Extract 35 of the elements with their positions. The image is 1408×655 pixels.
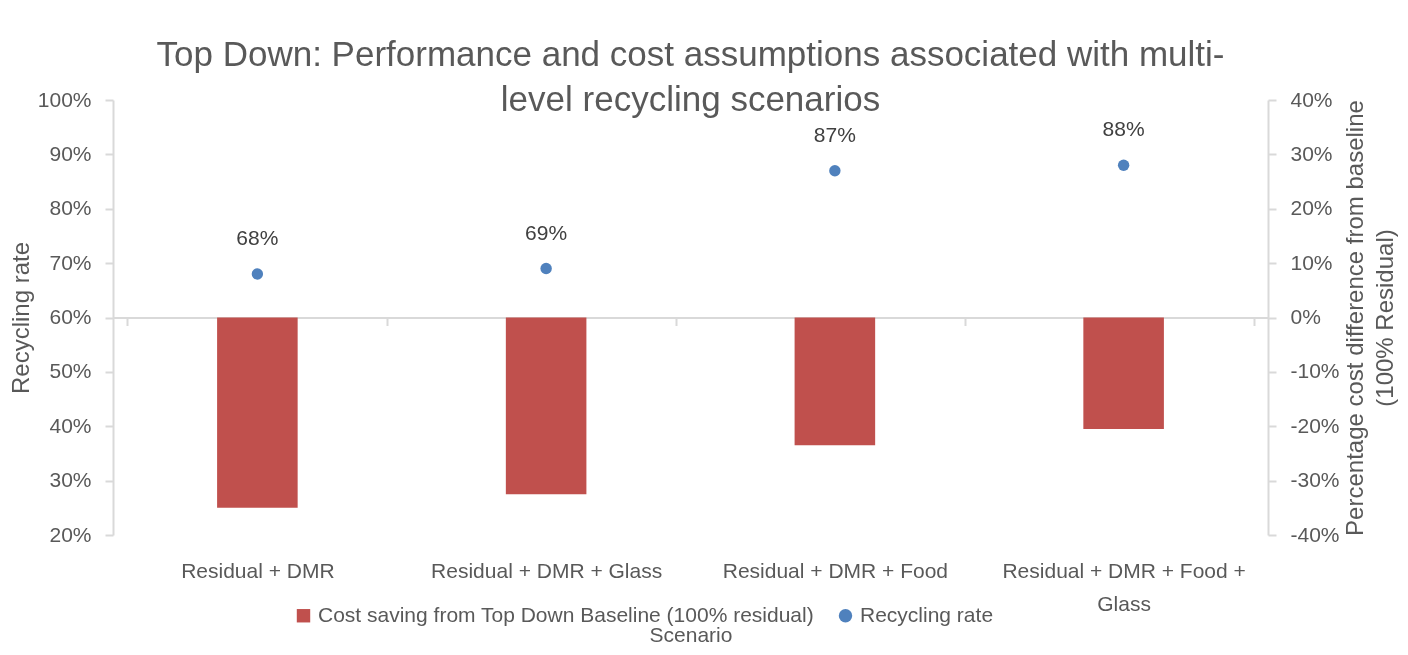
point: [540, 262, 552, 275]
legend-label: Recycling rate: [860, 602, 994, 626]
x-tick-label: Residual + DMR + Glass: [431, 558, 663, 582]
y-tick-label: 40%: [49, 413, 92, 437]
y2-tick-label: 30%: [1290, 141, 1333, 165]
x-tick-label: Residual + DMR + Food: [722, 558, 949, 582]
y2-axis-title: Percentage cost difference from baseline (100% Residual): [1340, 100, 1398, 536]
x-tick-label: Residual + DMR + Food + Glass: [1002, 558, 1246, 615]
y2-tick-label: 10%: [1290, 250, 1333, 274]
point: [829, 165, 841, 177]
point: [251, 268, 264, 280]
y-tick-label: 80%: [49, 196, 92, 220]
y-tick-label: 90%: [49, 141, 92, 165]
y2-tick-label: -20%: [1290, 413, 1340, 437]
data-label: 88%: [1102, 117, 1145, 141]
y2-tick-label: -10%: [1290, 359, 1340, 383]
y-tick-label: 50%: [49, 359, 92, 383]
y-tick-label: 30%: [49, 468, 92, 492]
y-tick-label: 60%: [49, 305, 92, 328]
x-tick-label: Residual + DMR: [181, 558, 335, 582]
data-label: 87%: [813, 122, 856, 146]
data-label: 68%: [236, 226, 279, 249]
chart-title: Top Down: Performance and cost assumptions associated with multi-level recycling scenarios: [156, 34, 1225, 118]
y-tick-label: 70%: [49, 250, 92, 274]
y-axis-title: Recycling rate: [6, 241, 34, 395]
y-tick-label: 100%: [37, 87, 92, 111]
point: [1117, 159, 1130, 171]
legend-label: Cost saving from Top Down Baseline (100% residual): [318, 602, 814, 626]
data-label: 69%: [525, 220, 568, 244]
y2-tick-label: 20%: [1290, 196, 1333, 220]
y-tick-label: 20%: [49, 522, 92, 546]
y2-tick-label: -30%: [1290, 468, 1340, 492]
y2-tick-label: -40%: [1290, 522, 1340, 546]
y2-tick-label: 0%: [1290, 305, 1321, 328]
y2-tick-label: 40%: [1290, 87, 1333, 111]
